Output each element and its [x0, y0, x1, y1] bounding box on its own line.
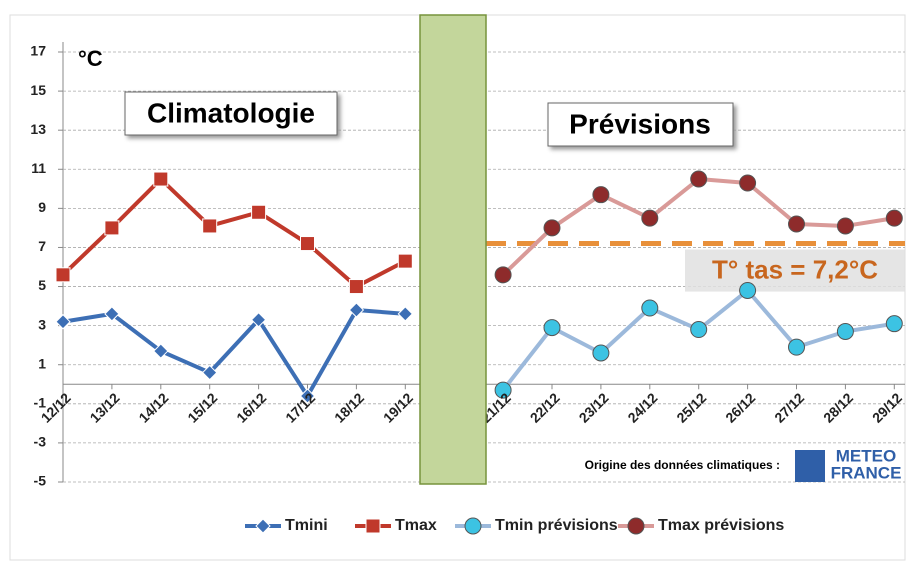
- unit-label: °C: [78, 46, 103, 71]
- y-tick-label: -5: [34, 473, 47, 489]
- marker: [299, 388, 316, 404]
- reference-label: T° tas = 7,2°C: [712, 254, 878, 284]
- marker: [464, 517, 482, 535]
- reference-label-box: [685, 249, 905, 292]
- marker: [592, 344, 610, 362]
- source-label: Origine des données climatiques :: [585, 458, 780, 472]
- marker: [348, 279, 364, 295]
- marker: [250, 312, 267, 328]
- marker: [104, 220, 120, 236]
- marker: [690, 170, 708, 188]
- y-tick-label: 5: [38, 277, 46, 293]
- marker: [494, 381, 512, 399]
- marker: [153, 343, 169, 359]
- y-tick-label: 1: [38, 355, 46, 371]
- marker: [55, 314, 71, 330]
- marker: [836, 323, 854, 340]
- marker: [592, 186, 610, 204]
- marker: [543, 319, 561, 337]
- marker: [55, 267, 71, 283]
- y-tick-label: -3: [34, 434, 47, 450]
- legend-label: Tmin prévisions: [495, 517, 618, 534]
- y-tick-label: 11: [31, 160, 46, 176]
- marker: [153, 171, 169, 187]
- annotation: Prévisions: [569, 108, 711, 139]
- marker: [202, 218, 218, 234]
- marker: [641, 209, 659, 227]
- series-line: [62, 308, 406, 398]
- marker: [251, 204, 267, 220]
- logo-text: FRANCE: [831, 463, 902, 482]
- marker: [690, 321, 708, 339]
- logo-text: METEO: [836, 446, 896, 465]
- marker: [397, 306, 414, 322]
- marker: [641, 299, 659, 317]
- marker: [348, 302, 365, 318]
- marker: [627, 517, 645, 535]
- annotation-box: [547, 102, 734, 147]
- logo-icon: [795, 450, 825, 482]
- y-tick-label: 15: [30, 82, 46, 98]
- y-tick-label: -1: [34, 395, 47, 411]
- y-tick-label: 9: [38, 199, 46, 215]
- marker: [104, 306, 120, 322]
- marker: [788, 338, 805, 356]
- marker: [397, 253, 413, 269]
- legend-label: Tmax prévisions: [658, 517, 784, 534]
- marker: [739, 281, 757, 299]
- legend-label: Tmini: [285, 517, 328, 534]
- marker: [494, 266, 512, 284]
- marker: [365, 518, 381, 534]
- y-tick-label: 13: [30, 121, 46, 137]
- annotation: Climatologie: [147, 97, 315, 128]
- marker: [255, 518, 271, 534]
- marker: [788, 215, 805, 233]
- legend-label: Tmax: [395, 517, 437, 534]
- marker: [300, 236, 315, 252]
- marker: [739, 174, 757, 192]
- y-tick-label: 7: [38, 238, 46, 254]
- marker: [543, 219, 561, 237]
- marker: [201, 364, 218, 381]
- marker: [885, 209, 903, 227]
- y-tick-label: 17: [30, 43, 46, 59]
- y-tick-label: 3: [38, 316, 46, 332]
- separator-band: [419, 14, 487, 485]
- marker: [885, 315, 903, 333]
- series-line: [61, 177, 407, 289]
- marker: [836, 217, 854, 235]
- annotation-box: [124, 91, 338, 136]
